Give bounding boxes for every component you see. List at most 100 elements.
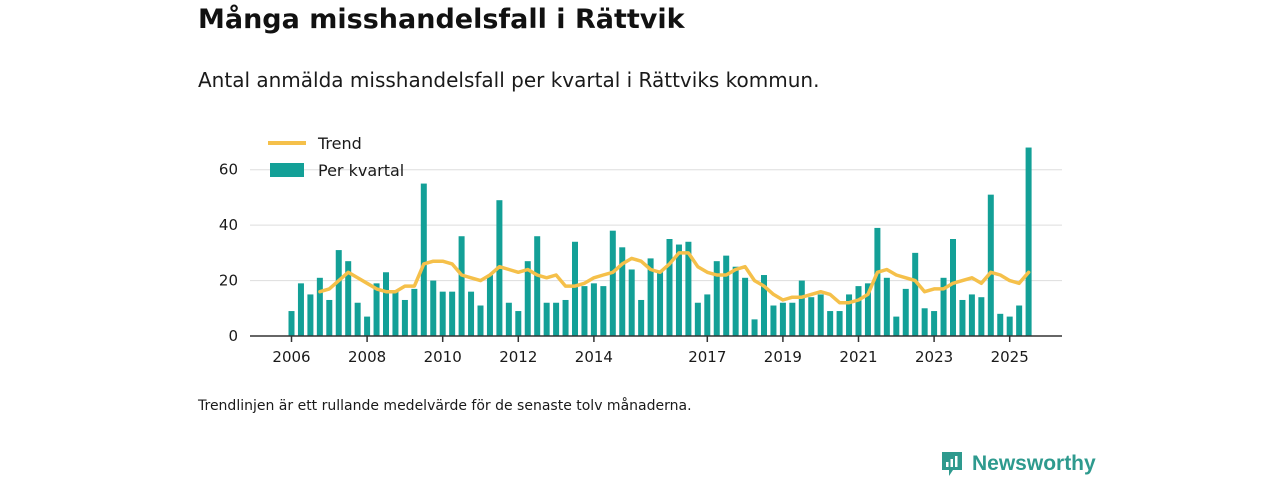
bar: [921, 308, 928, 336]
bar: [893, 316, 900, 336]
bar: [609, 230, 616, 336]
bar: [808, 297, 815, 336]
trend-series: [318, 251, 1031, 305]
bar: [439, 291, 446, 336]
bar: [685, 241, 692, 336]
legend-trend-label: Trend: [317, 134, 362, 153]
bar: [1025, 147, 1032, 336]
chart-title: Många misshandelsfall i Rättvik: [198, 4, 685, 35]
bar: [411, 288, 418, 336]
footnote: Trendlinjen är ett rullande medelvärde f…: [198, 398, 692, 414]
bar: [827, 311, 834, 336]
x-tick-label: 2023: [915, 348, 953, 366]
bar: [751, 319, 758, 336]
legend-bar-swatch: [270, 163, 304, 177]
bar: [723, 255, 730, 336]
bar: [874, 227, 881, 336]
bar: [742, 277, 749, 336]
bar: [1006, 316, 1013, 336]
bar: [572, 241, 578, 336]
bar: [628, 269, 635, 336]
bar: [817, 294, 824, 336]
bar: [581, 286, 588, 336]
x-tick-label: 2019: [764, 348, 802, 366]
x-tick-label: 2017: [688, 348, 726, 366]
bar: [798, 280, 805, 336]
bar: [345, 261, 352, 336]
bar: [694, 302, 701, 336]
bar: [515, 311, 522, 336]
bar: [647, 258, 654, 336]
bar: [354, 302, 361, 336]
bar: [902, 288, 909, 336]
bar: [373, 283, 380, 336]
y-tick-label: 0: [228, 327, 238, 345]
axes: 0 20 40 60 2006 2008 2010 2012 2014 2017 2019 2021 2…: [219, 161, 1062, 366]
bar: [959, 299, 966, 336]
bar: [468, 291, 475, 336]
bar: [864, 283, 871, 336]
bar: [534, 236, 541, 336]
y-tick-label: 40: [219, 216, 238, 234]
bar: [713, 261, 720, 336]
bar: [883, 277, 890, 336]
bar: [430, 280, 437, 336]
bar: [968, 294, 975, 336]
bar: [401, 299, 408, 336]
bar: [940, 277, 947, 336]
bar: [307, 294, 314, 336]
x-tick-label: 2014: [575, 348, 613, 366]
bar: [779, 302, 786, 336]
bar: [987, 194, 994, 336]
bar: [666, 239, 673, 336]
x-tick-label: 2006: [272, 348, 310, 366]
bar: [364, 316, 371, 336]
brand-name: Newsworthy: [972, 452, 1096, 475]
grid-lines: [250, 169, 1062, 282]
bar: [619, 247, 626, 336]
bar: [449, 291, 456, 336]
bar: [590, 283, 597, 336]
bar: [1016, 305, 1023, 336]
bar: [600, 286, 607, 336]
legend-bar-label: Per kvartal: [318, 161, 404, 180]
bar: [931, 311, 938, 336]
bar: [486, 275, 493, 336]
bar: [316, 277, 323, 336]
bar: [732, 266, 739, 336]
chart-subtitle: Antal anmälda misshandelsfall per kvarta…: [198, 68, 820, 92]
bar: [477, 305, 484, 336]
bar: [562, 299, 569, 336]
bar: [761, 275, 767, 336]
bar: [420, 183, 427, 336]
bar: [836, 311, 843, 336]
y-tick-label: 20: [219, 272, 238, 290]
x-tick-label: 2010: [424, 348, 462, 366]
bar: [997, 313, 1004, 336]
bar: [978, 297, 985, 336]
bar: [505, 302, 512, 336]
bar: [392, 291, 399, 336]
bar: [770, 305, 777, 336]
brand-logo: Newsworthy: [940, 450, 1096, 478]
bar: [543, 302, 550, 336]
legend: Trend Per kvartal: [268, 134, 404, 180]
bar: [675, 244, 682, 336]
bar: [326, 299, 333, 336]
bar: [704, 294, 711, 336]
bar: [458, 236, 465, 336]
bar: [638, 299, 645, 336]
x-tick-label: 2012: [499, 348, 537, 366]
bar: [383, 272, 389, 336]
x-tick-label: 2008: [348, 348, 386, 366]
bar: [855, 286, 862, 336]
bar: [297, 283, 304, 336]
bar: [912, 252, 919, 336]
bar: [553, 302, 560, 336]
bar: [657, 272, 664, 336]
y-tick-label: 60: [219, 161, 238, 179]
bar: [335, 250, 342, 336]
bar: [524, 261, 531, 336]
bar: [846, 294, 853, 336]
